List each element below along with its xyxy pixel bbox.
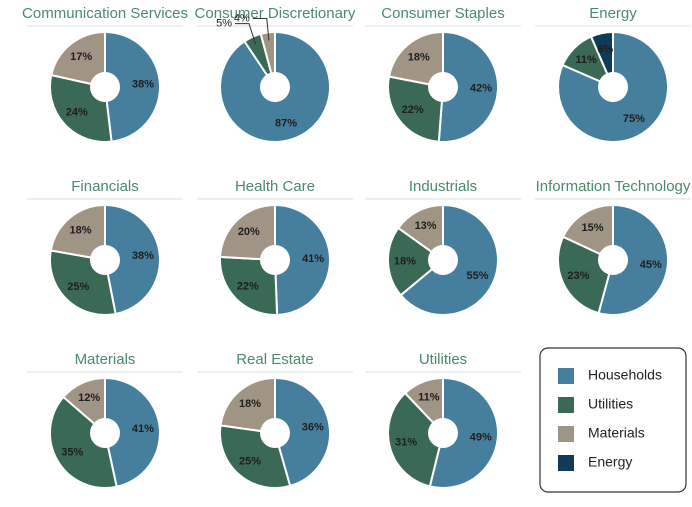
slice-label: 18% [239,398,261,410]
legend-swatch [558,368,574,384]
slice [219,203,276,262]
chart-title: Consumer Staples [381,5,504,22]
chart-title: Health Care [235,178,315,195]
slice-label: 87% [275,117,297,129]
leader-line [234,23,257,45]
slice-label: 75% [623,113,645,125]
slice [274,376,331,488]
slice-label: 55% [466,270,488,282]
slice-label: 6% [597,44,613,56]
slice [49,203,106,262]
slice-label: 41% [302,253,324,265]
leader-line [252,18,270,41]
chart-title: Utilities [419,351,467,368]
slice-label: 18% [394,255,416,267]
slice-label: 49% [470,431,492,443]
slice-label: 11% [575,54,597,66]
legend-swatch [558,426,574,442]
slice [219,376,276,435]
slice-label: 15% [581,222,603,234]
slice-label: 38% [132,79,154,91]
slice-label: 36% [302,422,324,434]
chart-title: Energy [589,5,637,22]
donut-hole [428,245,458,275]
slice [50,30,106,89]
slice [387,226,445,297]
slice [219,255,279,316]
slice-label: 12% [78,392,100,404]
slice [387,391,445,488]
slice [437,30,499,143]
donut-hole [90,245,120,275]
donut-hole [260,418,290,448]
slice-label: 24% [66,106,88,118]
slice [396,203,444,262]
slice-label: 45% [640,259,662,271]
slice-label: 18% [69,225,91,237]
chart-title: Real Estate [236,351,314,368]
slice-label: 13% [415,220,437,232]
slice [49,395,118,489]
donut-hole [598,72,628,102]
donut-hole [260,72,290,102]
slice [428,376,499,489]
slice-label: 23% [567,270,589,282]
legend-label: Utilities [588,396,633,412]
slice-label: 25% [239,456,261,468]
slice-label: 25% [67,281,89,293]
donut-hole [90,418,120,448]
legend-box [539,347,687,493]
legend-label: Households [588,367,662,383]
slice-label: 35% [61,446,83,458]
slice-label: 18% [408,52,430,64]
donut-hole [90,72,120,102]
slice [62,376,106,436]
chart-title: Consumer Discretionary [195,5,356,22]
legend-label: Materials [588,425,645,441]
slice [387,30,444,89]
slice-label: 22% [237,281,259,293]
donut-hole [260,245,290,275]
slice [561,203,614,262]
chart-title: Communication Services [22,5,188,22]
slice [104,30,161,143]
slice-label: 31% [395,437,417,449]
chart-title: Materials [75,351,136,368]
chart-title: Information Technology [536,178,691,195]
legend-swatch [558,455,574,471]
donut-hole [598,245,628,275]
slice-label: 38% [132,250,154,262]
slice-label: 41% [132,423,154,435]
chart-title: Financials [71,178,139,195]
donut-hole [428,418,458,448]
legend-swatch [558,397,574,413]
slice-label: 17% [70,51,92,63]
slice [104,203,161,316]
slice [274,203,331,316]
slice-label: 4% [234,12,250,24]
slice [597,203,669,316]
legend-label: Energy [588,454,632,470]
slice-label: 20% [238,226,260,238]
donut-hole [428,72,458,102]
slice-label: 5% [216,18,232,30]
slice [403,376,444,436]
slice-label: 22% [402,104,424,116]
slice [104,376,161,488]
slice-label: 42% [470,82,492,94]
chart-title: Industrials [409,178,477,195]
slice-label: 11% [418,392,440,404]
